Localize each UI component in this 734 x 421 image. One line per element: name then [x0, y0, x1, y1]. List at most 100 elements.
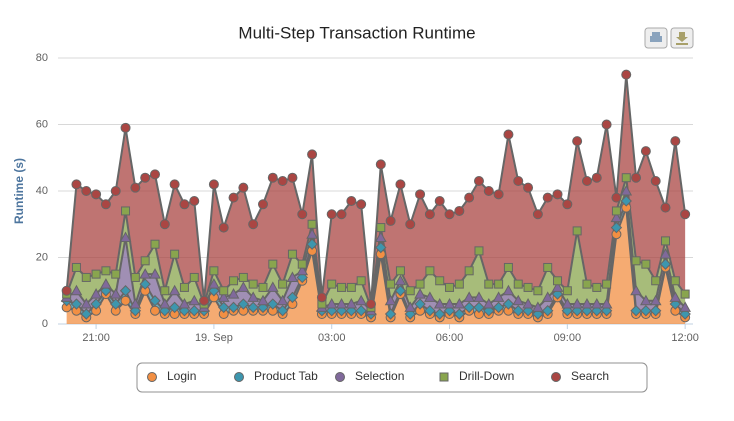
- point: [464, 266, 474, 276]
- point: [602, 279, 612, 289]
- legend: Login Product Tab Selection Drill-Down Searc…: [136, 362, 648, 393]
- point: [474, 246, 484, 256]
- y-tick-label: 60: [36, 118, 48, 130]
- point: [335, 298, 348, 309]
- point: [473, 291, 485, 302]
- point: [119, 231, 132, 243]
- point: [680, 209, 691, 220]
- point: [219, 286, 229, 296]
- legend-symbol: [234, 372, 244, 382]
- point: [356, 199, 367, 210]
- point: [188, 304, 200, 317]
- point: [424, 209, 435, 220]
- point: [91, 189, 102, 200]
- point: [660, 202, 671, 213]
- point: [610, 221, 623, 234]
- point: [395, 179, 406, 190]
- legend-item[interactable]: Drill-Down: [439, 369, 514, 383]
- legend-item[interactable]: Product Tab: [234, 369, 319, 383]
- point: [149, 169, 160, 180]
- point: [297, 209, 308, 220]
- point: [248, 279, 258, 289]
- point: [601, 119, 612, 130]
- point: [316, 292, 327, 303]
- point: [424, 291, 436, 302]
- point: [70, 284, 83, 296]
- point: [502, 284, 515, 296]
- point: [227, 301, 240, 314]
- export-button[interactable]: [670, 27, 694, 49]
- point: [228, 192, 239, 203]
- point: [208, 179, 219, 190]
- point: [590, 298, 603, 309]
- point: [414, 298, 426, 310]
- point: [130, 182, 141, 193]
- point: [433, 308, 446, 320]
- point: [238, 182, 249, 193]
- point: [651, 276, 661, 286]
- point: [71, 262, 81, 272]
- point: [150, 239, 160, 249]
- point: [513, 279, 523, 289]
- point: [502, 298, 515, 310]
- point: [345, 298, 358, 309]
- point: [463, 301, 475, 314]
- point: [277, 176, 288, 187]
- point: [109, 288, 122, 299]
- point: [91, 269, 101, 279]
- point: [306, 238, 318, 250]
- point: [337, 282, 347, 292]
- point: [286, 271, 299, 282]
- point: [433, 298, 446, 309]
- point: [80, 298, 93, 309]
- point: [600, 298, 613, 309]
- y-tick-label: 20: [36, 251, 48, 263]
- point: [355, 294, 368, 306]
- point: [424, 304, 436, 317]
- point: [327, 279, 337, 289]
- point: [81, 272, 91, 282]
- point: [110, 186, 121, 196]
- point: [258, 282, 268, 292]
- point: [415, 189, 426, 200]
- point: [394, 274, 407, 286]
- point: [71, 179, 82, 190]
- point: [278, 279, 288, 289]
- point: [149, 295, 161, 307]
- point: [630, 284, 642, 296]
- point: [444, 209, 455, 220]
- point: [512, 304, 524, 317]
- point: [553, 276, 563, 286]
- point: [306, 228, 318, 239]
- point: [649, 304, 662, 317]
- point: [189, 272, 199, 282]
- series-line: [65, 176, 686, 309]
- point: [582, 279, 592, 289]
- point: [376, 223, 386, 233]
- point: [336, 209, 347, 220]
- legend-item[interactable]: Search: [551, 369, 610, 383]
- point: [620, 184, 633, 196]
- point: [168, 284, 181, 296]
- point: [237, 281, 250, 292]
- point: [443, 298, 456, 309]
- point: [394, 285, 407, 297]
- point: [621, 173, 631, 183]
- print-button[interactable]: [644, 27, 668, 49]
- point: [493, 189, 504, 200]
- legend-item[interactable]: Selection: [335, 369, 405, 383]
- point: [405, 286, 415, 296]
- point: [542, 192, 553, 203]
- point: [268, 259, 278, 269]
- point: [179, 282, 189, 292]
- point: [168, 301, 181, 314]
- point: [287, 249, 297, 259]
- point: [483, 186, 494, 196]
- point: [541, 291, 554, 302]
- point: [346, 195, 357, 206]
- point: [101, 266, 111, 276]
- point: [178, 298, 191, 309]
- point: [326, 209, 337, 220]
- legend-label: Search: [571, 369, 609, 383]
- legend-item[interactable]: Login: [147, 369, 197, 383]
